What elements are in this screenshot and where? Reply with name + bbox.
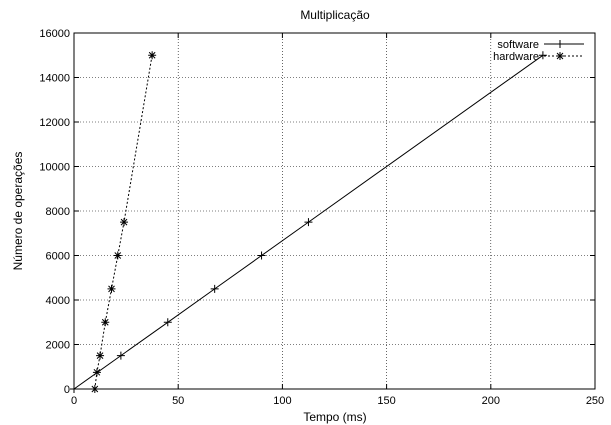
y-tick-label: 10000 — [39, 162, 70, 174]
data-point-hardware — [120, 218, 129, 227]
tick-labels: 0 50 100 150 200 250 0 2000 4000 6000 8000 10000 120… — [39, 28, 604, 407]
y-tick-label: 2000 — [46, 340, 70, 352]
data-point-software — [163, 318, 172, 327]
x-tick-label: 250 — [586, 395, 604, 407]
legend-marker-software — [556, 40, 564, 48]
data-point-hardware — [148, 51, 157, 60]
data-point-software — [538, 51, 547, 60]
y-tick-label: 8000 — [46, 206, 70, 218]
legend-label-hardware: hardware — [493, 51, 539, 63]
data-point-hardware — [92, 368, 101, 377]
data-point-software — [257, 251, 266, 260]
data-point-hardware — [113, 251, 122, 260]
y-tick-label: 0 — [64, 384, 70, 396]
y-tick-label: 12000 — [39, 117, 70, 129]
y-tick-label: 4000 — [46, 295, 70, 307]
data-point-hardware — [101, 318, 110, 327]
data-point-hardware — [90, 385, 99, 393]
axis-ticks — [73, 32, 596, 390]
y-tick-label: 14000 — [39, 73, 70, 85]
y-tick-label: 16000 — [39, 28, 70, 40]
data-point-software — [70, 385, 78, 393]
x-tick-label: 50 — [172, 395, 184, 407]
data-point-hardware — [107, 284, 116, 293]
y-tick-label: 6000 — [46, 251, 70, 263]
legend-marker-hardware — [556, 52, 564, 60]
grid-lines — [74, 33, 595, 389]
x-tick-label: 150 — [377, 395, 395, 407]
series-hardware — [90, 51, 157, 393]
x-tick-label: 0 — [71, 395, 77, 407]
series-line-hardware — [94, 55, 153, 390]
x-tick-label: 200 — [482, 395, 500, 407]
legend-label-software: software — [497, 39, 539, 51]
chart-title: Multiplicação — [300, 8, 370, 22]
x-axis-label: Tempo (ms) — [303, 410, 366, 424]
legend: software hardware — [493, 39, 584, 63]
data-point-software — [304, 218, 313, 227]
x-tick-label: 100 — [273, 395, 291, 407]
y-axis-label: Número de operações — [11, 152, 25, 271]
data-point-software — [210, 284, 219, 293]
series-software — [70, 51, 547, 393]
data-series — [70, 51, 547, 393]
data-point-software — [116, 351, 125, 360]
data-point-hardware — [96, 351, 105, 360]
